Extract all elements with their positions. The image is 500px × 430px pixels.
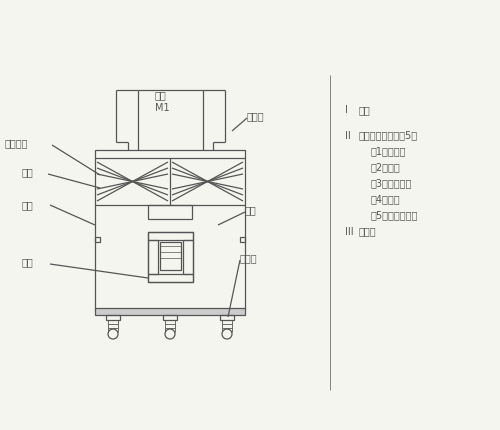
Bar (95, 308, 245, 315)
Bar (148, 232, 193, 240)
Text: M1: M1 (155, 103, 170, 113)
Text: （4）铁芯: （4）铁芯 (371, 195, 400, 205)
Text: 壳体: 壳体 (22, 200, 34, 210)
Text: III: III (345, 227, 354, 237)
Text: （2）衔铁: （2）衔铁 (371, 163, 401, 172)
Bar (183, 240, 193, 274)
Text: 气隙: 气隙 (245, 205, 257, 215)
Text: 衔铁: 衔铁 (22, 167, 34, 177)
Bar (240, 237, 245, 242)
Text: II: II (345, 131, 351, 141)
Text: 铁芯: 铁芯 (22, 257, 34, 267)
Bar (163, 315, 177, 320)
Text: （3）弹簧板组: （3）弹簧板组 (371, 178, 412, 189)
Text: 料槽: 料槽 (359, 105, 371, 115)
Bar (148, 274, 193, 282)
Bar (106, 315, 120, 320)
Bar (148, 240, 158, 274)
Text: （1）连接叉: （1）连接叉 (371, 147, 406, 157)
Bar (95, 237, 100, 242)
Bar (148, 205, 192, 219)
Bar (160, 242, 181, 270)
Text: 槽体: 槽体 (155, 90, 167, 100)
Text: 连接叉: 连接叉 (247, 111, 264, 121)
Text: 减振器: 减振器 (359, 227, 376, 237)
Bar (220, 315, 234, 320)
Bar (95, 150, 245, 310)
Text: 弹簧板组: 弹簧板组 (5, 138, 28, 148)
Text: I: I (345, 105, 348, 115)
Text: 电磁振动器（见图5）: 电磁振动器（见图5） (359, 131, 418, 141)
Text: （5）振动器壳体: （5）振动器壳体 (371, 211, 418, 221)
Text: 减振器: 减振器 (240, 253, 258, 263)
Bar (148, 232, 193, 282)
